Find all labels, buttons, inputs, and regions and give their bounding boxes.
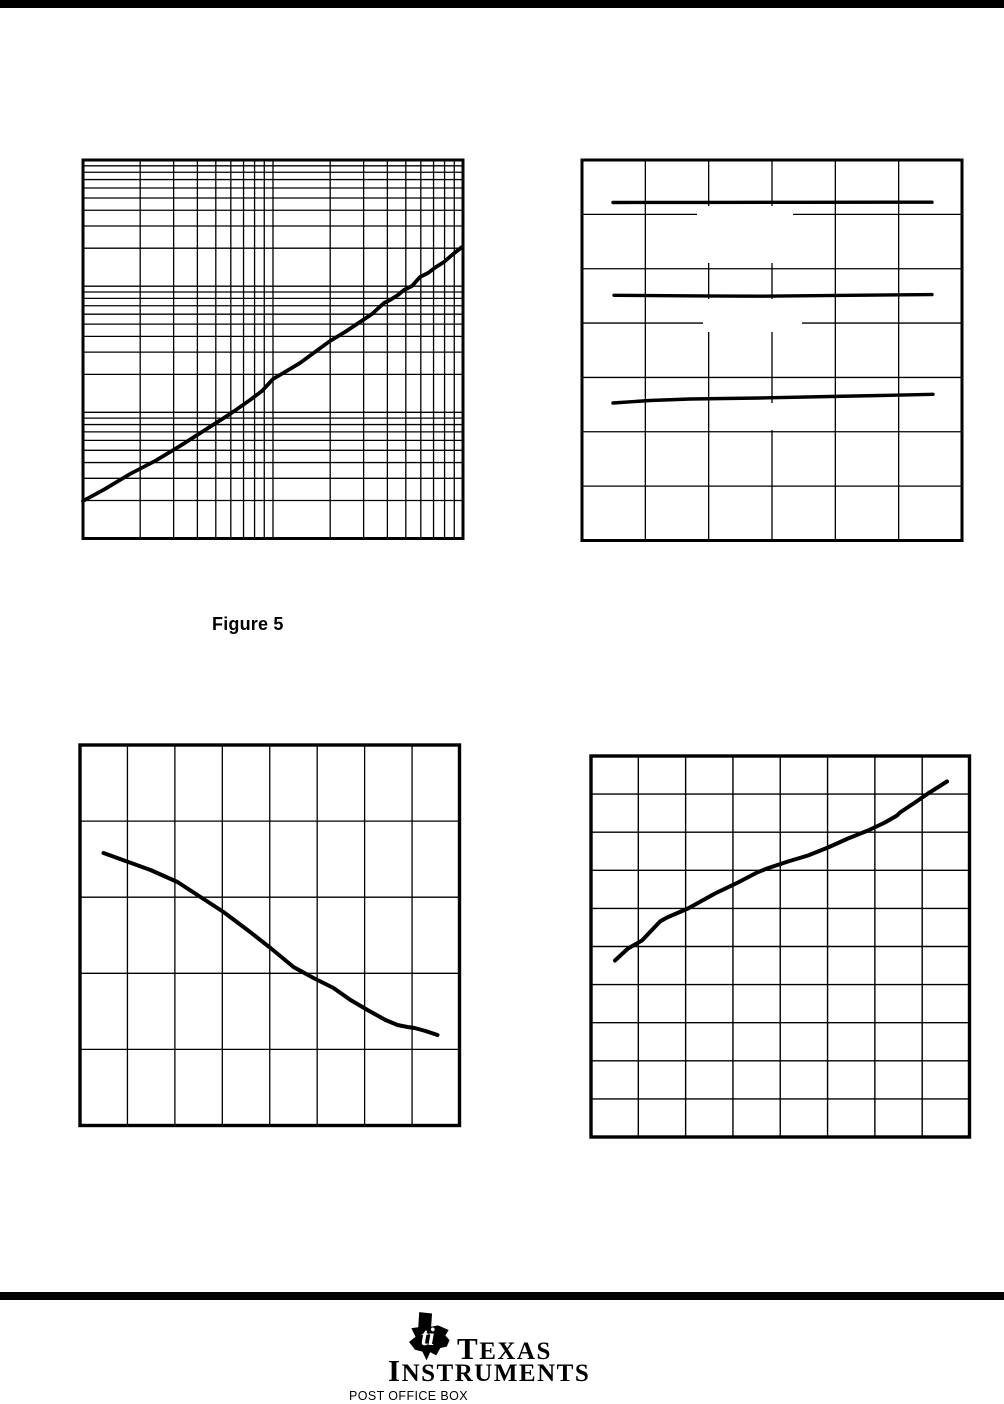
erased-label-patch xyxy=(697,206,793,263)
series-trace-rising xyxy=(613,779,949,962)
ti-texas-map-icon: ti xyxy=(409,1312,450,1361)
series-trace-falling xyxy=(101,851,439,1037)
chart-bottom-right xyxy=(587,752,974,1141)
chart-top-left-loglog xyxy=(79,156,467,543)
plot-border xyxy=(580,158,964,542)
figure-caption: Figure 5 xyxy=(212,614,284,634)
erased-label-patch xyxy=(744,403,803,430)
chart-canvas-bottom-right xyxy=(589,753,972,1139)
plot-border xyxy=(81,158,465,540)
footer-address-line: POST OFFICE BOX xyxy=(349,1389,468,1403)
chart-canvas-top-right xyxy=(580,158,964,542)
series-flat-trace-3 xyxy=(611,392,935,405)
chart-top-right xyxy=(578,156,966,545)
brand-wordmark-texas: TEXAS xyxy=(457,1331,552,1366)
bottom-rule xyxy=(0,1292,1004,1300)
chart-bottom-left xyxy=(76,741,464,1130)
erased-label-patch xyxy=(703,299,802,332)
ti-monogram: ti xyxy=(421,1324,435,1351)
plot-border xyxy=(589,753,972,1139)
series-flat-trace-2 xyxy=(612,292,934,298)
brand-wordmark-instruments: INSTRUMENTS xyxy=(388,1353,591,1388)
chart-canvas-bottom-left xyxy=(77,743,461,1128)
top-rule xyxy=(0,0,1004,8)
series-trace-rising-loglog xyxy=(81,245,464,503)
chart-canvas-top-left xyxy=(81,158,465,540)
plot-border xyxy=(77,743,461,1128)
